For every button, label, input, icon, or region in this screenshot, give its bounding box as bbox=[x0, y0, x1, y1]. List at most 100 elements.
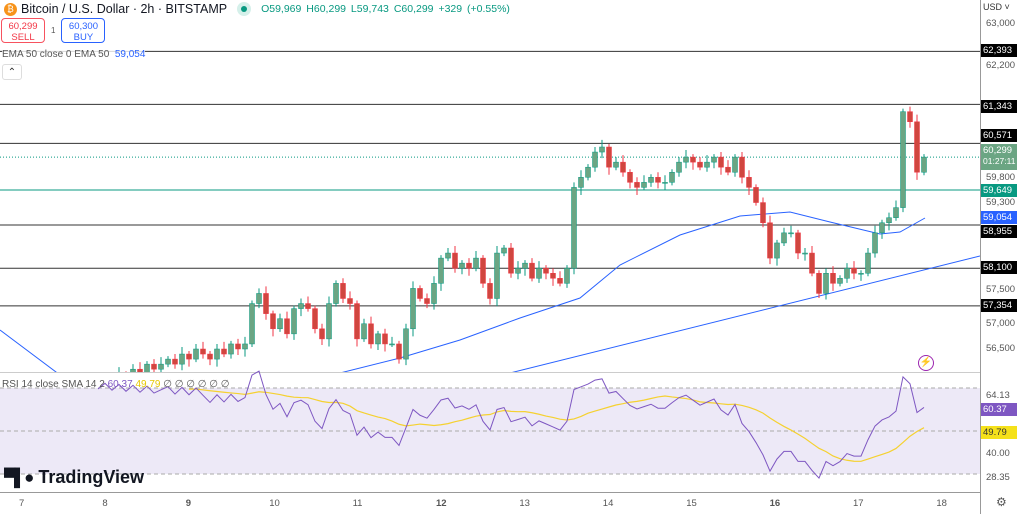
candle bbox=[207, 351, 213, 366]
time-tick: 15 bbox=[686, 498, 697, 509]
candle bbox=[732, 154, 738, 177]
rsi-tick: 64.13 bbox=[986, 390, 1010, 401]
rsi-tick: 28.35 bbox=[986, 472, 1010, 483]
candle bbox=[634, 177, 640, 195]
candle bbox=[795, 229, 801, 260]
collapse-legend-button[interactable]: ⌃ bbox=[2, 64, 22, 80]
candle bbox=[480, 255, 486, 288]
candle bbox=[767, 215, 773, 265]
rsi-sma-line bbox=[188, 388, 925, 462]
candle bbox=[403, 323, 409, 366]
candle bbox=[641, 175, 647, 191]
candle bbox=[445, 248, 451, 262]
candle bbox=[291, 305, 297, 340]
candle bbox=[662, 175, 668, 190]
time-tick: 11 bbox=[352, 498, 363, 509]
candle bbox=[802, 248, 808, 261]
time-tick: 8 bbox=[102, 498, 108, 509]
candle bbox=[788, 225, 794, 238]
candle bbox=[620, 155, 626, 177]
main-pane bbox=[0, 50, 980, 372]
candle bbox=[340, 278, 346, 304]
candle bbox=[459, 260, 465, 275]
candle bbox=[690, 154, 696, 170]
candle bbox=[494, 245, 500, 307]
candle bbox=[613, 157, 619, 171]
price-chart[interactable] bbox=[0, 0, 980, 514]
current-price-tag: 60,299 01:27:11 bbox=[981, 144, 1017, 170]
candle bbox=[725, 160, 731, 176]
candle bbox=[921, 154, 927, 176]
candle bbox=[396, 340, 402, 364]
rsi-sma-tag: 49.79 bbox=[981, 426, 1017, 439]
level-price-tag: 58,100 bbox=[981, 261, 1017, 274]
level-price-tag: 57,354 bbox=[981, 299, 1017, 312]
candle bbox=[529, 258, 535, 282]
candle bbox=[739, 152, 745, 184]
trendline bbox=[511, 255, 980, 372]
candle bbox=[256, 288, 262, 309]
candle bbox=[214, 343, 220, 367]
candle bbox=[669, 169, 675, 186]
candle bbox=[424, 293, 430, 309]
candle bbox=[347, 291, 353, 310]
currency-selector[interactable]: USD ˅ bbox=[983, 2, 1010, 12]
candle bbox=[676, 157, 682, 177]
candle bbox=[118, 367, 120, 372]
market-open-icon bbox=[237, 2, 252, 16]
candle bbox=[900, 108, 906, 213]
spread: 1 bbox=[51, 26, 56, 35]
candle bbox=[193, 343, 199, 363]
candle bbox=[305, 296, 311, 312]
level-price-tag: 60,571 bbox=[981, 129, 1017, 142]
time-tick: 18 bbox=[936, 498, 947, 509]
candle bbox=[438, 255, 444, 291]
price-tick: 56,500 bbox=[986, 343, 1016, 354]
candle bbox=[585, 164, 591, 181]
candle bbox=[851, 261, 857, 280]
candle bbox=[837, 275, 843, 287]
ema-50-line bbox=[0, 211, 926, 372]
candle bbox=[263, 286, 269, 320]
bitcoin-icon: ₿ bbox=[4, 2, 17, 16]
candle bbox=[515, 261, 521, 280]
symbol-title[interactable]: Bitcoin / U.S. Dollar · 2h · BITSTAMP bbox=[21, 2, 228, 16]
candle bbox=[858, 270, 864, 281]
rsi-legend[interactable]: RSI 14 close SMA 14 2 60.37 49.79 ∅ ∅ ∅ … bbox=[2, 379, 230, 390]
candle bbox=[186, 351, 192, 367]
candle bbox=[557, 271, 563, 287]
candle bbox=[270, 310, 276, 337]
candle bbox=[151, 359, 157, 372]
candle bbox=[235, 338, 241, 356]
candle bbox=[389, 336, 395, 347]
candle bbox=[179, 346, 185, 371]
time-tick: 7 bbox=[19, 498, 25, 509]
flash-icon[interactable]: ⚡ bbox=[918, 355, 934, 371]
candle bbox=[536, 261, 542, 283]
candle bbox=[865, 248, 871, 277]
candle bbox=[655, 172, 661, 189]
candle bbox=[907, 106, 913, 128]
level-price-tag: 59,649 bbox=[981, 184, 1017, 197]
sell-button[interactable]: 60,299 SELL bbox=[1, 18, 45, 43]
candle bbox=[361, 318, 367, 342]
rsi-value-tag: 60.37 bbox=[981, 403, 1017, 416]
candle bbox=[816, 270, 822, 298]
ema-legend[interactable]: EMA 50 close 0 EMA 50 59,054 bbox=[2, 49, 146, 60]
candle bbox=[277, 313, 283, 332]
candle bbox=[711, 154, 717, 169]
settings-icon[interactable]: ⚙ bbox=[996, 495, 1007, 509]
candle bbox=[809, 245, 815, 277]
candle bbox=[410, 281, 416, 337]
candle bbox=[130, 364, 136, 372]
time-tick: 9 bbox=[185, 498, 192, 509]
price-axis[interactable] bbox=[980, 0, 1024, 514]
candle bbox=[774, 239, 780, 266]
candle bbox=[487, 278, 493, 305]
candle bbox=[382, 328, 388, 352]
candle bbox=[319, 323, 325, 345]
candle bbox=[417, 285, 423, 302]
candle bbox=[599, 139, 605, 159]
buy-button[interactable]: 60,300 BUY bbox=[61, 18, 106, 43]
candle bbox=[508, 242, 514, 278]
